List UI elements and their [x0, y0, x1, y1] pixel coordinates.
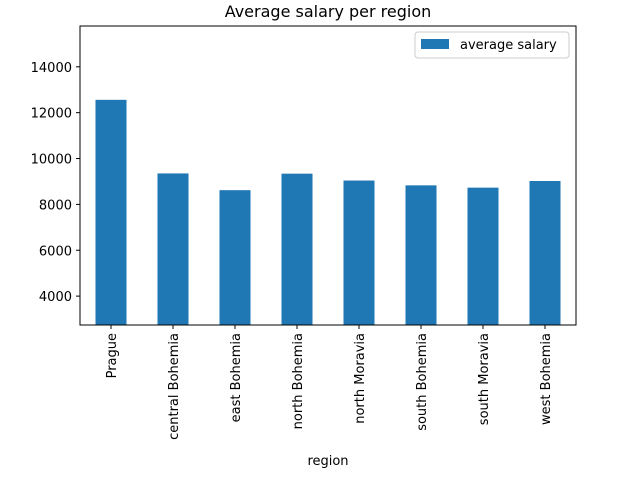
bar	[219, 190, 251, 325]
legend-frame	[414, 31, 570, 59]
bar	[343, 180, 375, 325]
bar	[529, 181, 561, 325]
bar	[405, 185, 437, 325]
y-tick-label: 12000	[31, 107, 72, 122]
bar	[157, 173, 189, 325]
bar	[467, 187, 499, 325]
plot-area: Prague central Bohemia east Bohemia north B…	[31, 61, 561, 440]
x-tick-label: central Bohemia	[167, 333, 182, 440]
x-tick-label: north Moravia	[353, 333, 368, 424]
legend-label: average salary	[460, 38, 557, 53]
y-tick-label: 14000	[31, 61, 72, 76]
plot-frame	[79, 25, 577, 326]
bar	[281, 173, 313, 325]
legend-swatch	[421, 39, 449, 49]
x-tick-label: south Bohemia	[415, 333, 430, 431]
x-axis-label: region	[307, 454, 348, 469]
y-tick-label: 6000	[39, 244, 72, 259]
x-tick-label: east Bohemia	[229, 333, 244, 422]
y-tick-label: 10000	[31, 153, 72, 168]
bar	[95, 99, 127, 325]
y-tick-label: 4000	[39, 290, 72, 305]
x-tick-label: south Moravia	[477, 333, 492, 425]
legend: average salary	[414, 31, 570, 59]
x-tick-label: Prague	[105, 333, 120, 378]
chart-title: Average salary per region	[225, 2, 432, 21]
y-tick-label: 8000	[39, 198, 72, 213]
x-tick-label: west Bohemia	[539, 333, 554, 425]
x-tick-label: north Bohemia	[291, 333, 306, 429]
